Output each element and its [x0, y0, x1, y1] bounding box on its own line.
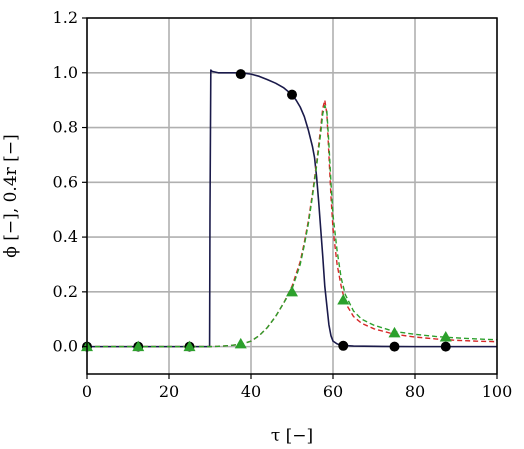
series-lines	[87, 69, 498, 348]
y-tick-label: 0.4	[53, 227, 78, 246]
series-line-dashed	[87, 99, 498, 348]
x-tick-label: 20	[159, 382, 179, 401]
data-point-triangle	[337, 294, 350, 305]
data-point-triangle	[183, 340, 196, 352]
data-point-triangle	[388, 326, 401, 338]
y-tick-label: 1.0	[53, 63, 78, 82]
y-axis-ticks: 0.0 0.2 0.4 0.6 0.8 1.0 1.2	[53, 8, 87, 356]
y-tick-label: 0.6	[53, 172, 78, 191]
data-point-triangle	[132, 340, 145, 352]
y-tick-label: 1.2	[53, 8, 78, 27]
data-point-circle	[440, 341, 451, 352]
series-line-solid	[87, 69, 497, 348]
data-point-circle	[287, 89, 297, 100]
data-point-triangle	[439, 331, 452, 342]
x-axis-ticks: 0 20 40 60 80 100	[82, 374, 512, 401]
x-tick-label: 0	[82, 382, 92, 401]
data-point-circle	[389, 341, 400, 352]
series-line-dashed	[87, 104, 498, 348]
data-point-circle	[338, 340, 349, 351]
x-tick-label: 60	[323, 382, 343, 401]
grid-lines	[86, 17, 498, 374]
plot-frame	[86, 17, 498, 375]
x-axis-label: τ [−]	[271, 426, 313, 446]
x-tick-label: 80	[405, 382, 425, 401]
data-point-triangle	[234, 337, 247, 349]
data-point-circle	[235, 69, 246, 80]
y-tick-label: 0.8	[53, 118, 78, 137]
y-axis-label: ϕ [−], 0.4r [−]	[1, 134, 21, 257]
data-point-triangle	[286, 285, 298, 297]
x-tick-label: 40	[241, 382, 261, 401]
y-tick-label: 0.2	[53, 282, 78, 301]
y-tick-label: 0.0	[53, 337, 78, 356]
x-tick-label: 100	[482, 382, 513, 401]
series-markers	[81, 69, 452, 352]
